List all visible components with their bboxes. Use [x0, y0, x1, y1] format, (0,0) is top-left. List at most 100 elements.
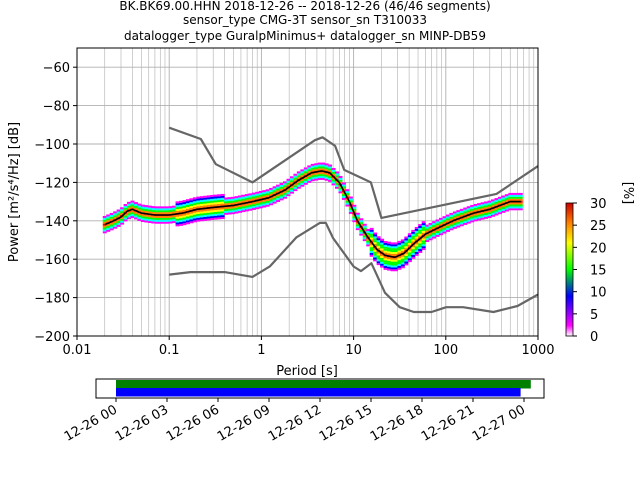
density-cell: [397, 240, 402, 243]
density-cell: [220, 216, 225, 219]
density-cell: [255, 201, 260, 204]
density-cell: [314, 167, 319, 170]
density-cell: [439, 217, 444, 220]
density-cell: [459, 210, 464, 213]
density-cell: [352, 206, 357, 209]
density-cell: [463, 209, 468, 212]
density-cell: [237, 197, 242, 200]
density-cell: [335, 184, 340, 187]
density-cell: [397, 242, 402, 245]
density-cell: [411, 249, 416, 252]
density-cell: [373, 238, 378, 241]
density-cell: [425, 230, 430, 233]
density-cell: [213, 208, 218, 211]
density-cell: [248, 195, 253, 198]
density-cell: [113, 211, 118, 214]
density-cell: [418, 241, 423, 244]
density-cell: [393, 242, 398, 245]
density-cell: [407, 235, 412, 238]
density-cell: [348, 198, 353, 201]
density-cell: [328, 174, 333, 177]
density-cell: [258, 200, 263, 203]
density-cell: [400, 248, 405, 251]
density-cell: [133, 204, 138, 207]
density-cell: [102, 231, 107, 234]
density-cell: [175, 203, 180, 206]
density-cell: [144, 208, 149, 211]
density-cell: [258, 194, 263, 197]
density-cell: [411, 239, 416, 242]
density-cell: [439, 221, 444, 224]
density-cell: [217, 198, 222, 201]
y-tick-label: −80: [43, 100, 70, 115]
density-cell: [452, 226, 457, 229]
density-cell: [258, 196, 263, 199]
density-cell: [244, 207, 249, 210]
density-cell: [289, 185, 294, 188]
y-tick-label: −100: [34, 138, 70, 153]
density-cell: [237, 199, 242, 202]
density-cell: [504, 196, 509, 199]
density-cell: [251, 192, 256, 195]
chart-title-line-1: BK.BK69.00.HHN 2018-12-26 -- 2018-12-26 …: [119, 0, 490, 13]
density-cell: [168, 211, 173, 214]
density-cell: [276, 188, 281, 191]
density-cell: [369, 249, 374, 252]
density-cell: [192, 216, 197, 219]
density-cell: [497, 200, 502, 203]
density-cell: [307, 178, 312, 181]
density-cell: [432, 230, 437, 233]
density-cell: [189, 211, 194, 214]
density-cell: [387, 249, 392, 252]
density-cell: [518, 204, 523, 207]
psd-density-cloud: [102, 162, 523, 272]
density-cell: [224, 212, 229, 215]
density-cell: [182, 202, 187, 205]
density-cell: [494, 201, 499, 204]
density-cell: [279, 183, 284, 186]
density-cell: [210, 214, 215, 217]
density-cell: [484, 211, 489, 214]
density-cell: [421, 230, 426, 233]
density-cell: [359, 224, 364, 227]
density-cell: [355, 228, 360, 231]
density-cell: [210, 204, 215, 207]
density-cell: [234, 200, 239, 203]
density-cell: [144, 210, 149, 213]
density-cell: [113, 224, 118, 227]
density-cell: [508, 192, 513, 195]
density-cell: [428, 226, 433, 229]
density-cell: [227, 212, 232, 215]
density-cell: [511, 202, 516, 205]
density-cell: [515, 202, 520, 205]
density-cell: [411, 251, 416, 254]
density-cell: [390, 257, 395, 260]
density-cell: [130, 215, 135, 218]
density-cell: [435, 229, 440, 232]
density-cell: [380, 263, 385, 266]
density-cell: [279, 186, 284, 189]
density-cell: [501, 207, 506, 210]
density-cell: [231, 196, 236, 199]
density-cell: [404, 261, 409, 264]
density-cell: [165, 212, 170, 215]
density-cell: [518, 208, 523, 211]
density-cell: [220, 201, 225, 204]
density-cell: [362, 227, 367, 230]
density-cell: [310, 179, 315, 182]
density-cell: [272, 186, 277, 189]
density-cell: [466, 208, 471, 211]
density-cell: [213, 209, 218, 212]
density-cell: [317, 174, 322, 177]
density-cell: [387, 247, 392, 250]
density-cell: [484, 214, 489, 217]
density-cell: [154, 208, 159, 211]
density-cell: [210, 217, 215, 220]
density-cell: [179, 206, 184, 209]
density-cell: [272, 201, 277, 204]
density-cell: [147, 220, 152, 223]
density-cell: [352, 218, 357, 221]
density-cell: [321, 177, 326, 180]
density-cell: [283, 183, 288, 186]
density-cell: [341, 197, 346, 200]
